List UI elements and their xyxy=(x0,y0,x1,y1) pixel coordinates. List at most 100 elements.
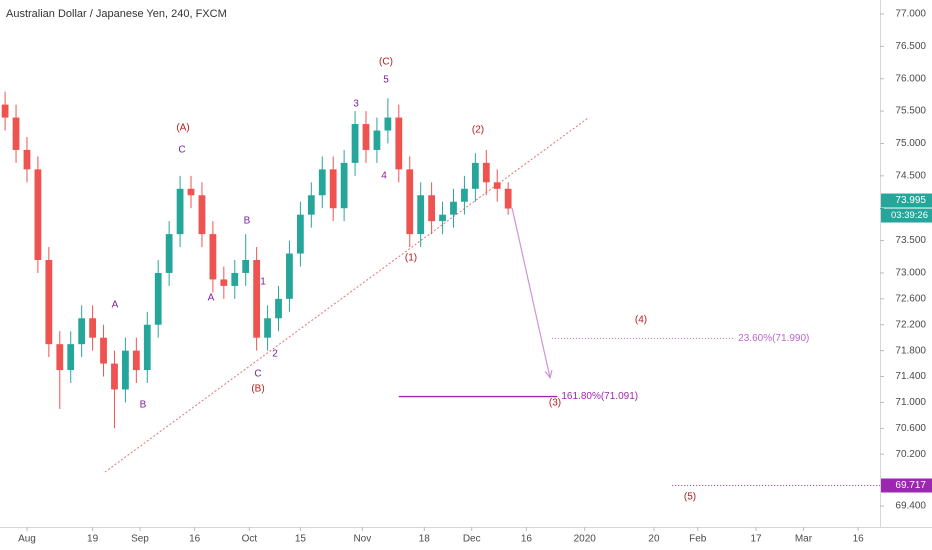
candle-body xyxy=(122,350,129,390)
candle-body xyxy=(176,188,184,235)
candle-body xyxy=(439,214,446,222)
last-price-box xyxy=(881,193,932,208)
candle-body xyxy=(307,195,315,215)
x-tick-label: 20 xyxy=(648,534,660,545)
candle-body xyxy=(111,363,118,390)
wave-label: 3 xyxy=(353,99,359,110)
y-tick-label: 75.500 xyxy=(895,106,926,117)
x-tick-label: Dec xyxy=(463,534,481,545)
candle-body xyxy=(504,188,512,209)
candle-body xyxy=(493,182,501,189)
projection-arrow xyxy=(511,208,551,378)
wave-label: B xyxy=(140,400,147,411)
wave-label: (4) xyxy=(635,315,647,326)
x-tick-label: Feb xyxy=(689,534,707,545)
x-tick-label: Nov xyxy=(353,534,371,545)
x-tick-label: Aug xyxy=(18,534,36,545)
candle-body xyxy=(296,214,304,254)
candle-body xyxy=(242,260,250,273)
candle-body xyxy=(132,350,140,371)
y-tick-label: 73.000 xyxy=(895,268,926,279)
wave-label: A xyxy=(208,293,215,304)
y-tick-label: 71.000 xyxy=(895,397,926,408)
wave-label: (1) xyxy=(405,253,417,264)
y-tick-label: 69.400 xyxy=(895,501,926,512)
wave-label: A xyxy=(112,300,119,311)
wave-label: 4 xyxy=(381,171,387,182)
y-tick-label: 76.000 xyxy=(895,73,926,84)
wave-label: (3) xyxy=(549,398,561,409)
wave-label: 5 xyxy=(383,75,389,86)
candle-body xyxy=(482,162,490,183)
countdown-box xyxy=(881,208,932,223)
y-tick-label: 70.200 xyxy=(895,449,926,460)
countdown-label: 03:39:26 xyxy=(891,210,928,221)
x-tick-label: 18 xyxy=(419,534,431,545)
candle-body xyxy=(275,298,282,319)
candle-body xyxy=(143,324,151,371)
wave-label: (C) xyxy=(379,57,393,68)
candle-body xyxy=(286,253,293,299)
candle-body xyxy=(373,130,381,150)
wave-label: 1 xyxy=(260,277,266,288)
x-tick-label: 19 xyxy=(87,534,99,545)
wave-label: B xyxy=(244,216,251,227)
candle-body xyxy=(450,201,457,215)
candle-body xyxy=(406,169,414,235)
candle-body xyxy=(318,169,326,196)
fib-label: 161.80%(71.091) xyxy=(561,391,638,402)
x-tick-label: Mar xyxy=(795,534,813,545)
candle-body xyxy=(340,162,348,209)
candle-body xyxy=(34,169,42,260)
wave-label: (2) xyxy=(472,125,484,136)
fib-label: 23.60%(71.990) xyxy=(738,333,809,344)
wave-label: C xyxy=(178,145,185,156)
candle-body xyxy=(78,318,86,345)
y-tick-label: 75.000 xyxy=(895,138,926,149)
candle-body xyxy=(362,124,370,150)
candle-body xyxy=(417,195,425,235)
candle-body xyxy=(264,318,271,338)
candle-body xyxy=(12,117,20,150)
x-tick-label: 16 xyxy=(853,534,865,545)
x-tick-label: 17 xyxy=(750,534,762,545)
x-tick-label: 16 xyxy=(521,534,533,545)
candle-body xyxy=(100,337,107,364)
candle-body xyxy=(253,260,261,338)
x-tick-label: 15 xyxy=(295,534,307,545)
candle-body xyxy=(154,272,162,325)
candle-body xyxy=(23,149,31,170)
x-tick-label: Oct xyxy=(242,534,258,545)
marker-label: 69.717 xyxy=(895,480,926,491)
candle-body xyxy=(56,344,64,371)
wave-label: C xyxy=(254,369,261,380)
x-tick-label: 2020 xyxy=(574,534,597,545)
y-tick-label: 72.600 xyxy=(895,293,926,304)
candle-body xyxy=(231,272,239,286)
candle-body xyxy=(67,344,75,371)
candle-body xyxy=(1,104,9,118)
candle-body xyxy=(461,188,468,202)
wave-label: (A) xyxy=(176,123,189,134)
candle-body xyxy=(395,117,403,170)
y-tick-label: 71.800 xyxy=(895,345,926,356)
candle-body xyxy=(351,124,359,163)
y-tick-label: 74.500 xyxy=(895,170,926,181)
wave-label: (B) xyxy=(251,384,264,395)
arrow-head xyxy=(544,369,553,380)
candle-body xyxy=(428,195,436,222)
y-tick-label: 71.400 xyxy=(895,371,926,382)
candle-body xyxy=(45,260,53,345)
candle-body xyxy=(187,188,195,196)
last-price-label: 73.995 xyxy=(895,195,926,206)
candle-body xyxy=(198,195,206,235)
wave-label: (5) xyxy=(684,492,696,503)
x-tick-label: Sep xyxy=(131,534,149,545)
y-tick-label: 73.500 xyxy=(895,235,926,246)
y-tick-label: 72.200 xyxy=(895,319,926,330)
x-tick-label: 16 xyxy=(189,534,201,545)
chart-title: Australian Dollar / Japanese Yen, 240, F… xyxy=(6,8,227,20)
candle-body xyxy=(471,162,479,189)
